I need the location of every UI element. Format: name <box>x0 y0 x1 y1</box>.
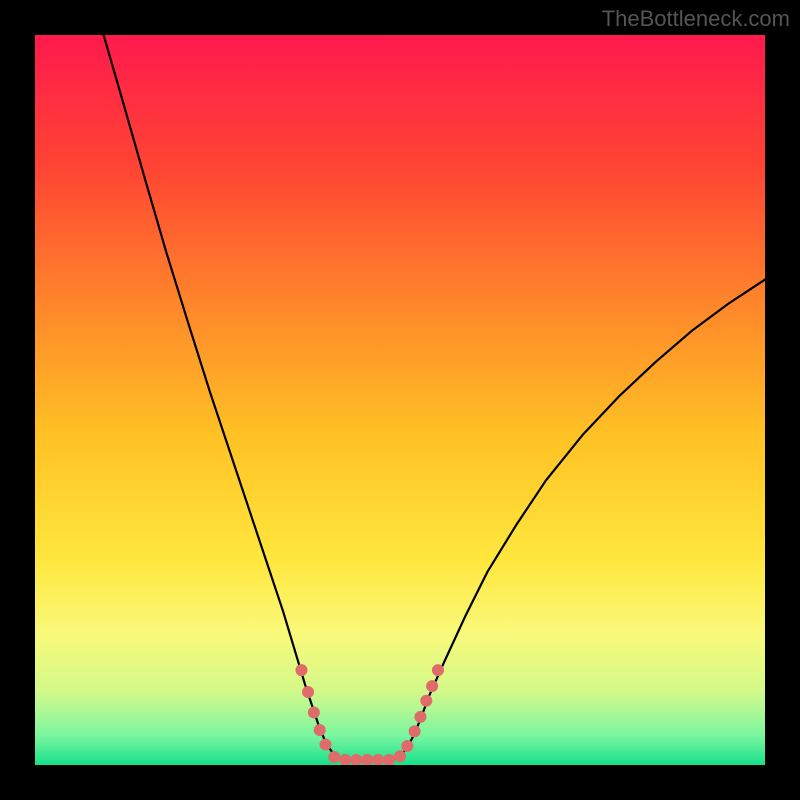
data-marker <box>295 664 307 676</box>
data-marker <box>302 686 314 698</box>
data-marker <box>432 664 444 676</box>
data-marker <box>372 754 384 766</box>
data-marker <box>308 706 320 718</box>
data-marker <box>320 739 332 751</box>
data-marker <box>426 680 438 692</box>
data-marker <box>420 695 432 707</box>
plot-background <box>35 35 765 765</box>
data-marker <box>414 711 426 723</box>
watermark-text: TheBottleneck.com <box>602 6 790 32</box>
bottleneck-chart <box>0 0 800 800</box>
data-marker <box>401 740 413 752</box>
data-marker <box>339 754 351 766</box>
data-marker <box>383 754 395 766</box>
data-marker <box>409 725 421 737</box>
data-marker <box>394 750 406 762</box>
chart-container: TheBottleneck.com <box>0 0 800 800</box>
data-marker <box>350 754 362 766</box>
data-marker <box>328 751 340 763</box>
data-marker <box>361 754 373 766</box>
data-marker <box>314 724 326 736</box>
